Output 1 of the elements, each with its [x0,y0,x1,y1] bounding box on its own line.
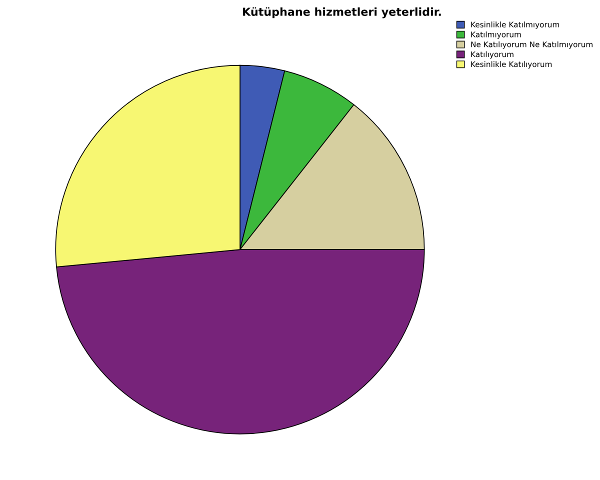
chart-title: Kütüphane hizmetleri yeterlidir. [243,7,441,18]
